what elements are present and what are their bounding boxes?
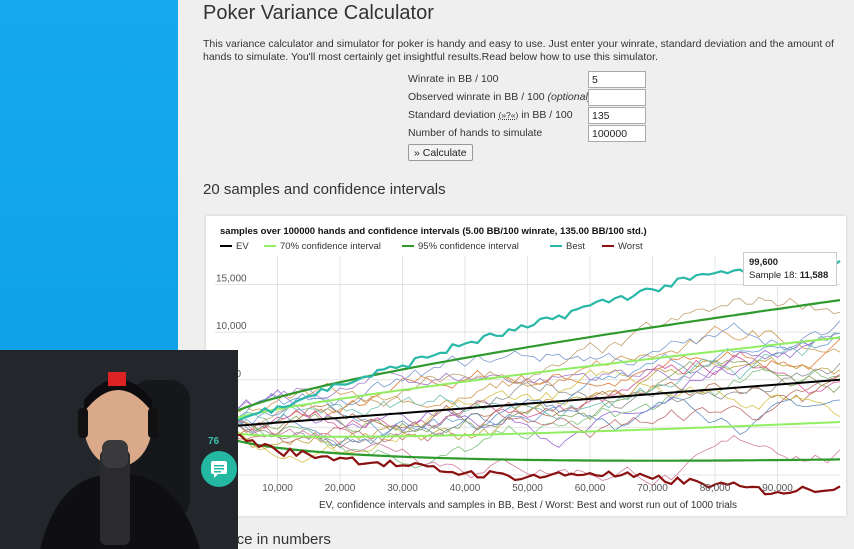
- stddev-row: Standard deviation (»?«) in BB / 100: [408, 107, 648, 125]
- hands-label: Number of hands to simulate: [408, 127, 543, 139]
- sample-line: [214, 363, 841, 449]
- sample-line: [214, 374, 841, 440]
- ci95-line: [214, 299, 841, 429]
- chat-icon: [211, 461, 227, 478]
- chart-grid: [215, 256, 840, 494]
- chart-tooltip: 99,600 Sample 18: 11,588: [743, 252, 837, 286]
- chart-svg: samples over 100000 hands and confidence…: [214, 226, 841, 511]
- calculate-button[interactable]: » Calculate: [408, 144, 473, 161]
- ci70-line: [214, 336, 841, 429]
- webcam-overlay: [0, 350, 238, 549]
- x-tick-label: 40,000: [450, 483, 481, 494]
- tooltip-series: Sample 18: 11,588: [749, 270, 829, 281]
- tooltip-x: 99,600: [749, 257, 779, 268]
- winrate-input[interactable]: [588, 71, 646, 88]
- chat-count: 76: [208, 436, 220, 447]
- hands-row: Number of hands to simulate: [408, 125, 648, 143]
- samples-section-title: 20 samples and confidence intervals: [203, 181, 446, 198]
- legend-label: EV: [236, 241, 249, 252]
- chart-legend: EV 70% confidence interval 95% confidence …: [220, 241, 643, 252]
- sample-line: [214, 396, 841, 446]
- sample-line: [214, 332, 841, 448]
- stddev-help-link[interactable]: (»?«): [498, 110, 519, 120]
- ci95-line: [214, 426, 841, 462]
- x-tick-label: 10,000: [262, 483, 293, 494]
- sample-line: [214, 332, 841, 435]
- chart-x-ticks: 10,000 20,000 30,000 40,000 50,000 60,000 70,0…: [262, 483, 793, 494]
- intro-text: This variance calculator and simulator f…: [203, 38, 834, 63]
- y-tick-label: 15,000: [216, 274, 247, 285]
- streamer-image: [0, 350, 238, 549]
- chart-series: [214, 258, 841, 496]
- winrate-row: Winrate in BB / 100: [408, 71, 648, 89]
- x-tick-label: 90,000: [762, 483, 793, 494]
- observed-row: Observed winrate in BB / 100 (optional): [408, 89, 648, 107]
- variance-chart[interactable]: samples over 100000 hands and confidence…: [206, 216, 846, 516]
- sample-line: [214, 320, 841, 431]
- x-tick-label: 20,000: [325, 483, 356, 494]
- winrate-label: Winrate in BB / 100: [408, 73, 499, 85]
- legend-label: 70% confidence interval: [280, 241, 381, 252]
- sample-line: [214, 419, 841, 486]
- sample-line: [214, 356, 841, 450]
- hands-input[interactable]: [588, 125, 646, 142]
- x-tick-label: 70,000: [637, 483, 668, 494]
- ev-line: [214, 378, 841, 429]
- sample-line: [214, 296, 841, 431]
- observed-winrate-input[interactable]: [588, 89, 646, 106]
- page-title: Poker Variance Calculator: [203, 2, 434, 24]
- sample-line: [214, 367, 841, 469]
- sample-line: [214, 359, 841, 434]
- legend-label: Best: [566, 241, 585, 252]
- ci70-line: [214, 421, 841, 438]
- worst-line: [214, 426, 841, 496]
- x-tick-label: 80,000: [700, 483, 731, 494]
- chart-title: samples over 100000 hands and confidence…: [220, 226, 647, 237]
- x-tick-label: 50,000: [512, 483, 543, 494]
- y-tick-label: 10,000: [216, 321, 247, 332]
- legend-label: 95% confidence interval: [418, 241, 519, 252]
- chat-button[interactable]: [201, 451, 237, 487]
- legend-label: Worst: [618, 241, 643, 252]
- x-tick-label: 60,000: [575, 483, 606, 494]
- stddev-label: Standard deviation (»?«) in BB / 100: [408, 109, 573, 121]
- best-line: [214, 258, 841, 429]
- numbers-section-title: ance in numbers: [220, 531, 331, 548]
- chart-xlabel: EV, confidence intervals and samples in …: [319, 500, 737, 511]
- sample-line: [214, 335, 841, 428]
- observed-label: Observed winrate in BB / 100 (optional): [408, 91, 592, 103]
- x-tick-label: 30,000: [387, 483, 418, 494]
- stddev-input[interactable]: [588, 107, 646, 124]
